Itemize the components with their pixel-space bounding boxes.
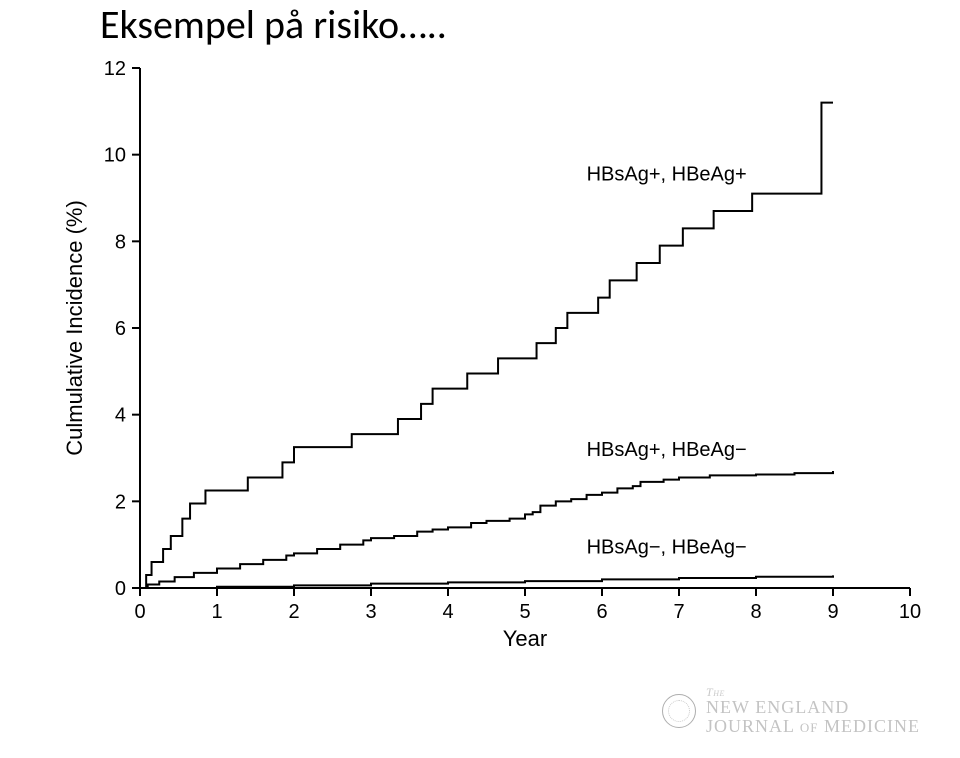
journal-attribution: The NEW ENGLAND JOURNAL of MEDICINE [662, 686, 920, 736]
y-tick-label: 0 [115, 578, 126, 600]
nejm-line2: NEW ENGLAND [706, 698, 920, 717]
x-tick-label: 4 [442, 601, 453, 623]
nejm-text: The NEW ENGLAND JOURNAL of MEDICINE [706, 686, 920, 736]
nejm-seal-icon [662, 694, 696, 728]
y-tick-label: 12 [104, 58, 126, 80]
series-label: HBsAg+, HBeAg− [587, 439, 747, 461]
series-line [140, 575, 833, 588]
y-axis-label: Culmulative Incidence (%) [62, 200, 87, 456]
series-line [140, 471, 833, 588]
slide-title: Eksempel på risiko….. [100, 0, 447, 49]
x-tick-label: 2 [288, 601, 299, 623]
x-tick-label: 5 [519, 601, 530, 623]
series-label: HBsAg−, HBeAg− [587, 536, 747, 558]
x-tick-label: 7 [673, 601, 684, 623]
y-tick-label: 4 [115, 405, 126, 427]
series-label: HBsAg+, HBeAg+ [587, 164, 747, 186]
x-axis-label: Year [503, 626, 547, 651]
y-tick-label: 8 [115, 231, 126, 253]
x-tick-label: 9 [827, 601, 838, 623]
chart: 024681012012345678910YearCulmulative Inc… [60, 58, 930, 658]
y-tick-label: 2 [115, 491, 126, 513]
y-tick-label: 10 [104, 145, 126, 167]
x-tick-label: 0 [134, 601, 145, 623]
y-tick-label: 6 [115, 318, 126, 340]
x-tick-label: 6 [596, 601, 607, 623]
x-tick-label: 8 [750, 601, 761, 623]
x-tick-label: 10 [899, 601, 921, 623]
nejm-line3: JOURNAL of MEDICINE [706, 717, 920, 736]
x-tick-label: 3 [365, 601, 376, 623]
x-tick-label: 1 [211, 601, 222, 623]
slide: Eksempel på risiko….. 024681012012345678… [0, 0, 960, 758]
